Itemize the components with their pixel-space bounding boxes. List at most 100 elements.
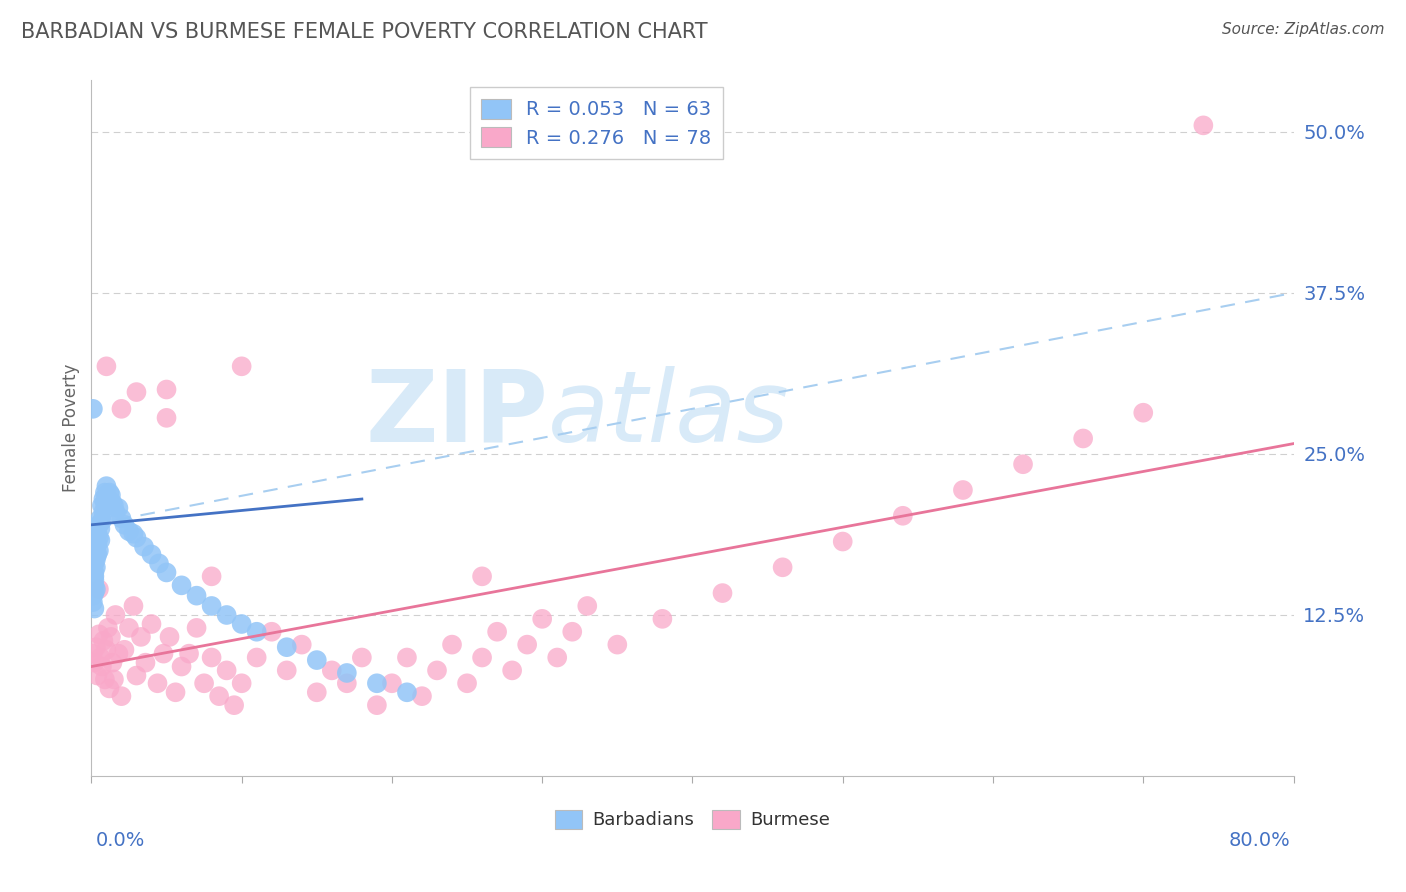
Point <box>1132 406 1154 420</box>
Point <box>321 664 343 678</box>
Point <box>125 531 148 545</box>
Point <box>471 569 494 583</box>
Point <box>114 642 136 657</box>
Point <box>516 638 538 652</box>
Point <box>83 601 105 615</box>
Point <box>305 653 328 667</box>
Point <box>107 501 129 516</box>
Point <box>83 569 105 583</box>
Point <box>215 607 238 622</box>
Point <box>132 540 155 554</box>
Point <box>224 698 246 713</box>
Point <box>110 689 132 703</box>
Point <box>440 638 463 652</box>
Point <box>89 522 111 536</box>
Point <box>125 668 148 682</box>
Point <box>84 640 107 655</box>
Point <box>276 664 298 678</box>
Point <box>1192 119 1215 133</box>
Point <box>155 410 177 425</box>
Point <box>350 650 373 665</box>
Point <box>84 560 107 574</box>
Point <box>86 526 108 541</box>
Point <box>155 566 177 580</box>
Point <box>146 676 169 690</box>
Point <box>501 664 523 678</box>
Point <box>215 664 238 678</box>
Point <box>94 496 117 510</box>
Point <box>231 676 253 690</box>
Point <box>201 569 224 583</box>
Point <box>546 650 568 665</box>
Point <box>125 385 148 400</box>
Point <box>651 612 673 626</box>
Point <box>486 624 509 639</box>
Point <box>104 505 127 519</box>
Point <box>84 543 107 558</box>
Point <box>831 534 853 549</box>
Point <box>291 638 314 652</box>
Point <box>366 698 388 713</box>
Point <box>83 573 105 587</box>
Point <box>100 630 122 644</box>
Point <box>96 642 118 657</box>
Point <box>82 401 104 416</box>
Point <box>952 483 974 497</box>
Point <box>395 685 418 699</box>
Point <box>87 517 110 532</box>
Point <box>772 560 794 574</box>
Point <box>260 624 283 639</box>
Point <box>87 582 110 597</box>
Point <box>103 673 125 687</box>
Point <box>94 673 117 687</box>
Point <box>336 665 359 680</box>
Point <box>118 621 141 635</box>
Point <box>103 499 125 513</box>
Point <box>576 599 599 613</box>
Point <box>152 647 174 661</box>
Point <box>83 557 105 571</box>
Text: 80.0%: 80.0% <box>1229 831 1291 850</box>
Point <box>118 524 141 539</box>
Point <box>110 401 132 416</box>
Point <box>82 595 104 609</box>
Point <box>89 533 111 548</box>
Point <box>89 650 111 665</box>
Point <box>891 508 914 523</box>
Point <box>208 689 231 703</box>
Point <box>83 656 105 670</box>
Point <box>177 647 200 661</box>
Point <box>96 488 118 502</box>
Point <box>86 548 108 562</box>
Point <box>456 676 478 690</box>
Point <box>107 647 129 661</box>
Point <box>93 633 115 648</box>
Point <box>711 586 734 600</box>
Point <box>159 630 181 644</box>
Point <box>86 537 108 551</box>
Point <box>90 514 112 528</box>
Point <box>83 586 105 600</box>
Point <box>411 689 433 703</box>
Point <box>305 685 328 699</box>
Point <box>84 549 107 564</box>
Point <box>97 621 120 635</box>
Point <box>93 505 115 519</box>
Point <box>83 566 105 580</box>
Point <box>82 575 104 590</box>
Point <box>90 659 112 673</box>
Point <box>101 656 124 670</box>
Point <box>381 676 404 690</box>
Point <box>336 676 359 690</box>
Point <box>87 543 110 558</box>
Point <box>86 668 108 682</box>
Point <box>606 638 628 652</box>
Point <box>170 578 193 592</box>
Point <box>82 647 104 661</box>
Point <box>82 569 104 583</box>
Point <box>426 664 449 678</box>
Point <box>201 599 224 613</box>
Point <box>110 511 132 525</box>
Text: Source: ZipAtlas.com: Source: ZipAtlas.com <box>1222 22 1385 37</box>
Point <box>170 659 193 673</box>
